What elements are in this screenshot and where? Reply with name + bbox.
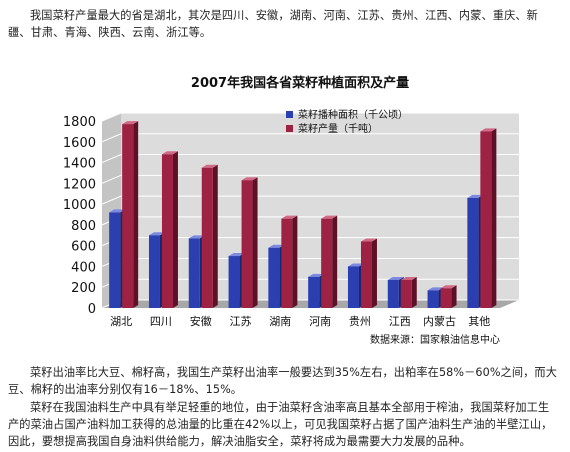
y-tick-label: 1800 xyxy=(63,115,96,130)
gridline xyxy=(101,112,519,122)
paragraph-1: 菜籽出油率比大豆、棉籽高，我国生产菜籽出油率一般要达到35%左右，出粕率在58%… xyxy=(8,366,557,396)
legend-swatch xyxy=(286,111,293,118)
x-category-label: 江苏 xyxy=(230,315,252,328)
gridline xyxy=(101,133,519,143)
y-tick-label: 600 xyxy=(71,240,96,255)
x-category-label: 湖北 xyxy=(110,315,132,328)
intro-paragraph: 我国菜籽产量最大的省是湖北，其次是四川、安徽，湖南、河南、江苏、贵州、江西、内蒙… xyxy=(8,9,538,39)
x-category-label: 河南 xyxy=(309,315,331,328)
bar-output xyxy=(400,276,417,308)
data-source: 数据来源：国家粮油信息中心 xyxy=(370,333,500,346)
paragraph-2: 菜籽在我国油料生产中具有举足轻重的地位，由于油菜籽含油率高且基本全部用于榨油，我… xyxy=(8,401,553,448)
y-tick-label: 1600 xyxy=(63,136,96,151)
legend-label: 菜籽播种面积（千公顷） xyxy=(298,108,408,121)
y-tick-label: 0 xyxy=(88,302,96,317)
bar-output xyxy=(480,128,497,308)
y-tick-label: 400 xyxy=(71,260,96,275)
x-category-label: 湖南 xyxy=(269,315,291,328)
bar-output xyxy=(321,215,338,308)
bar-output xyxy=(201,164,218,308)
y-tick-label: 1200 xyxy=(63,177,96,192)
x-category-label: 其他 xyxy=(468,315,490,328)
x-category-label: 江西 xyxy=(389,315,411,328)
x-category-label: 内蒙古 xyxy=(423,314,456,328)
bar-output xyxy=(440,285,457,308)
y-tick-label: 800 xyxy=(71,219,96,234)
bar-output xyxy=(360,238,377,308)
bar-output xyxy=(241,177,258,308)
x-category-label: 贵州 xyxy=(349,315,371,328)
y-tick-label: 1000 xyxy=(63,198,96,213)
gridline xyxy=(101,154,519,164)
gridline xyxy=(101,195,519,205)
chart-back-wall xyxy=(121,113,519,300)
x-category-label: 安徽 xyxy=(190,314,212,328)
y-tick-label: 200 xyxy=(71,281,96,296)
plot-area: 0 200 400 600 800 1000 1200 1400 1600 1800 湖北 四川 安徽 江… xyxy=(63,108,519,328)
gridline xyxy=(101,174,519,184)
x-category-label: 四川 xyxy=(150,315,172,328)
legend-label: 菜籽产量（千吨） xyxy=(298,122,378,135)
y-tick-label: 1400 xyxy=(63,157,96,172)
chart-title: 2007年我国各省菜籽种植面积及产量 xyxy=(191,75,409,91)
bar-output xyxy=(161,151,178,308)
bar-output xyxy=(281,215,298,308)
bar-output xyxy=(122,121,139,308)
legend-swatch xyxy=(286,125,293,132)
